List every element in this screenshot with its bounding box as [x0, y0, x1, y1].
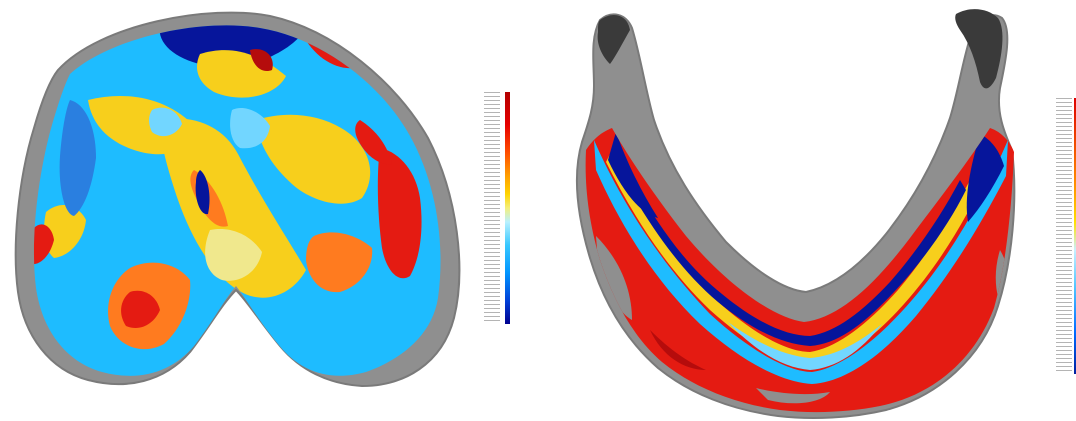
right-colorbar: [1056, 98, 1076, 374]
right-dark-tip-left: [597, 15, 630, 64]
right-scan: [560, 0, 1076, 421]
left-colorbar: [484, 92, 510, 324]
left-heatmap: [14, 11, 461, 388]
left-colorbar-strip: [505, 92, 510, 324]
right-colorbar-strip: [1074, 98, 1076, 374]
right-colorbar-ticks: [1056, 98, 1072, 374]
right-dark-tip-right: [955, 9, 1003, 89]
right-heatmap: [575, 9, 1016, 419]
left-colorbar-ticks: [484, 92, 500, 324]
left-scan: [0, 0, 470, 421]
